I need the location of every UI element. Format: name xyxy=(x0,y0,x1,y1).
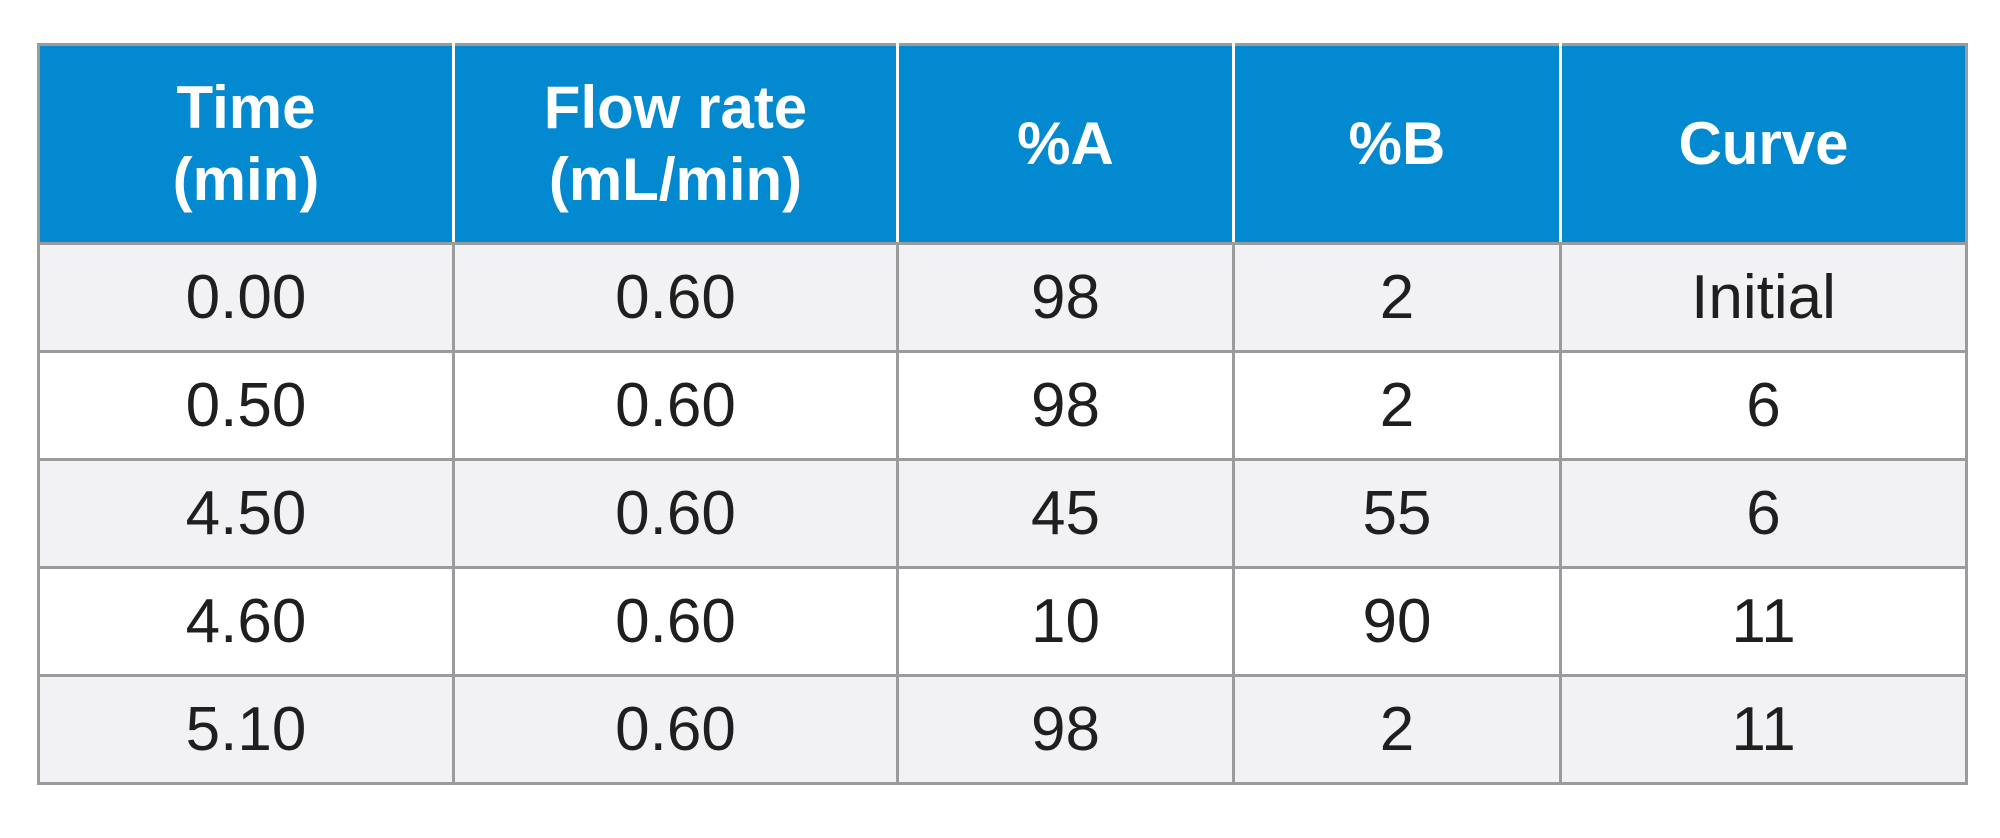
column-header-flow-rate-label: Flow rate xyxy=(543,74,808,141)
cell-curve: 11 xyxy=(1559,566,1968,677)
cell-percent-a: 45 xyxy=(896,458,1235,569)
cell-time: 4.50 xyxy=(37,458,455,569)
gradient-table: Time (min) Flow rate (mL/min) %A %B Curv… xyxy=(37,43,1968,785)
table-row: 4.60 0.60 10 90 11 xyxy=(37,566,1968,677)
cell-percent-a: 98 xyxy=(896,350,1235,461)
column-header-curve: Curve xyxy=(1559,43,1968,245)
cell-percent-b: 2 xyxy=(1232,242,1562,353)
cell-percent-b: 2 xyxy=(1232,674,1562,785)
table-header-row: Time (min) Flow rate (mL/min) %A %B Curv… xyxy=(37,43,1968,245)
column-header-curve-label: Curve xyxy=(1678,110,1849,177)
column-header-time-unit: (min) xyxy=(172,146,320,213)
column-header-percent-a-label: %A xyxy=(1017,110,1114,177)
cell-flow-rate: 0.60 xyxy=(452,674,899,785)
cell-percent-a: 98 xyxy=(896,674,1235,785)
table-row: 4.50 0.60 45 55 6 xyxy=(37,458,1968,569)
column-header-flow-rate: Flow rate (mL/min) xyxy=(452,43,899,245)
column-header-percent-b: %B xyxy=(1232,43,1562,245)
cell-curve: 6 xyxy=(1559,350,1968,461)
cell-time: 5.10 xyxy=(37,674,455,785)
cell-percent-a: 98 xyxy=(896,242,1235,353)
cell-flow-rate: 0.60 xyxy=(452,458,899,569)
cell-percent-b: 55 xyxy=(1232,458,1562,569)
cell-percent-b: 2 xyxy=(1232,350,1562,461)
cell-percent-a: 10 xyxy=(896,566,1235,677)
table-row: 0.00 0.60 98 2 Initial xyxy=(37,242,1968,353)
column-header-flow-rate-unit: (mL/min) xyxy=(548,146,803,213)
cell-time: 0.00 xyxy=(37,242,455,353)
cell-percent-b: 90 xyxy=(1232,566,1562,677)
table-row: 0.50 0.60 98 2 6 xyxy=(37,350,1968,461)
column-header-percent-a: %A xyxy=(896,43,1235,245)
column-header-time: Time (min) xyxy=(37,43,455,245)
cell-flow-rate: 0.60 xyxy=(452,242,899,353)
cell-flow-rate: 0.60 xyxy=(452,566,899,677)
column-header-time-label: Time xyxy=(176,74,316,141)
cell-time: 0.50 xyxy=(37,350,455,461)
column-header-percent-b-label: %B xyxy=(1348,110,1446,177)
cell-curve: Initial xyxy=(1559,242,1968,353)
cell-flow-rate: 0.60 xyxy=(452,350,899,461)
cell-curve: 11 xyxy=(1559,674,1968,785)
cell-curve: 6 xyxy=(1559,458,1968,569)
table-row: 5.10 0.60 98 2 11 xyxy=(37,674,1968,785)
cell-time: 4.60 xyxy=(37,566,455,677)
